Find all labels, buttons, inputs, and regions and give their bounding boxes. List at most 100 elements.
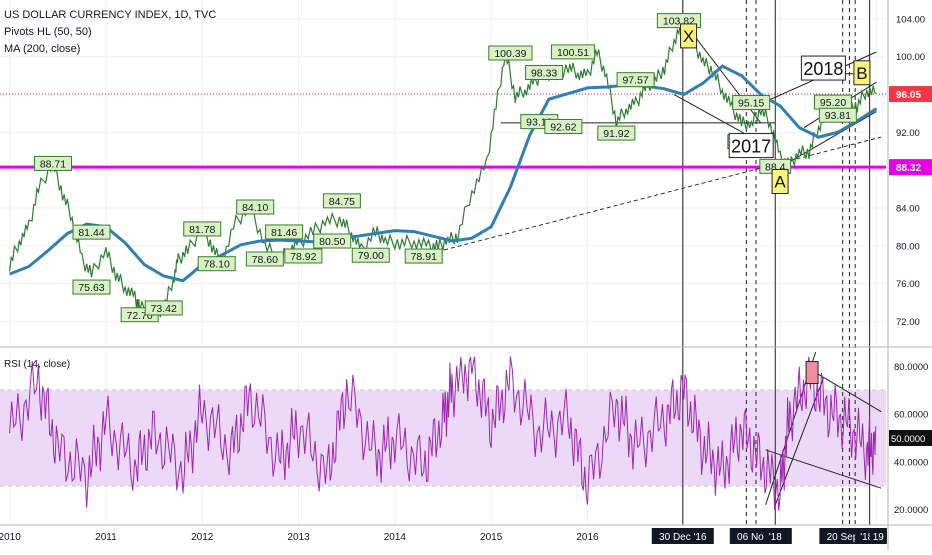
pivot-label-box (616, 72, 655, 88)
pivot-label: 88.71 (33, 155, 72, 171)
pivot-label-text: 97.57 (622, 75, 648, 87)
pivot-label-text: 80.50 (319, 236, 345, 248)
current-price-tag: 96.05 (889, 86, 932, 103)
date-axis-label-text: 19 (873, 532, 885, 543)
pivot-label: 81.46 (265, 224, 304, 240)
pivot-label-text: 88.71 (40, 158, 66, 170)
rsi-marker-box (805, 361, 819, 385)
time-tick-label: 2010 (0, 532, 21, 543)
pivot-label-box (550, 44, 596, 60)
pattern-label-text: X (683, 27, 694, 46)
pattern-label-a: A (771, 168, 789, 194)
pivot-label: 78.91 (404, 248, 443, 264)
date-axis-label-bg (763, 528, 787, 544)
pivot-label-text: 84.75 (329, 196, 355, 208)
pivot-label-box (197, 256, 236, 272)
year-box-2017: 2017 (728, 133, 774, 159)
pivot-label-box (284, 248, 323, 264)
pivot-label: 95.20 (814, 94, 853, 110)
date-axis-label: 19 (869, 528, 887, 544)
support-price-tag-text: 88.32 (896, 163, 921, 174)
price-tick-label: 72.00 (896, 317, 920, 328)
pivot-label: 98.33 (525, 64, 564, 80)
pivot-label-box (351, 247, 390, 263)
rsi-trendline (774, 378, 824, 506)
pivot-label-box (818, 107, 857, 123)
pivot-label-text: 81.44 (78, 227, 104, 239)
date-axis-label-text: '18 (769, 532, 782, 543)
time-tick-label: 2013 (287, 532, 310, 543)
support-price-tag-bg (889, 159, 932, 176)
pivot-label: 100.51 (550, 44, 596, 60)
year-box-rect (800, 55, 846, 81)
pivot-label-text: 79.00 (358, 250, 384, 262)
date-axis-label-bg (869, 528, 887, 544)
pivot-label: 97.57 (616, 72, 655, 88)
rsi-indicator-label[interactable]: RSI (14, close) (4, 359, 71, 370)
pivot-label-text: 81.46 (271, 227, 297, 239)
pivot-label-text: 95.20 (820, 97, 846, 109)
pivot-label-box (322, 193, 361, 209)
pivot-label-text: 78.91 (411, 251, 437, 263)
price-tick-label: 92.00 (896, 128, 920, 139)
time-tick-label: 2015 (480, 532, 503, 543)
pattern-label-text: A (774, 172, 786, 191)
pattern-label-box (680, 23, 698, 49)
current-price-tag-text: 96.05 (896, 90, 921, 101)
pivot-label-box (236, 199, 275, 215)
pivot-label: 78.92 (284, 248, 323, 264)
year-box-text: 2018 (803, 59, 843, 79)
pivot-label-text: 92.62 (550, 121, 576, 133)
pivot-label-box (144, 300, 183, 316)
date-axis-label-text: 06 Nov '17 (737, 532, 785, 543)
pivot-label: 91.92 (597, 125, 636, 141)
pattern-leg (673, 94, 757, 141)
pivot-label-text: 100.39 (494, 48, 526, 60)
rsi-tick-label: 20.0000 (894, 505, 928, 516)
pattern-label-x: X (680, 23, 698, 49)
current-price-tag-bg (889, 86, 932, 103)
ma-indicator-label[interactable]: MA (200, close) (4, 43, 81, 55)
pattern-label-text: B (856, 64, 867, 83)
pivot-label-text: 81.78 (189, 224, 215, 236)
date-axis-label: '18 (763, 528, 787, 544)
pattern-label-b: B (853, 60, 871, 86)
date-axis-label-text: 20 Sep '18 (827, 532, 875, 543)
pivot-label: 84.10 (236, 199, 275, 215)
year-box-2018: 2018 (800, 55, 846, 81)
pivot-label: 80.50 (313, 233, 352, 249)
pivot-label-text: 78.10 (204, 259, 230, 271)
date-axis-label-text: '18 (860, 532, 873, 543)
pivot-label: 78.10 (197, 256, 236, 272)
pivot-label-box (597, 125, 636, 141)
pivot-label-text: 93.81 (825, 110, 851, 122)
rsi-tick-label: 60.0000 (894, 410, 928, 421)
pattern-label-box (771, 168, 789, 194)
rsi-50-tag-text: 50.0000 (891, 434, 925, 445)
time-tick-label: 2016 (576, 532, 599, 543)
pivot-label: 100.39 (488, 45, 533, 61)
pivot-label-text: 73.42 (151, 303, 177, 315)
pivots-indicator-label[interactable]: Pivots HL (50, 50) (4, 26, 92, 38)
pivot-label-box (404, 248, 443, 264)
price-tick-label: 76.00 (896, 279, 920, 290)
pivot-label: 81.78 (183, 221, 222, 237)
labels-layer: 88.7181.4475.6372.7073.4281.7878.1084.10… (33, 13, 871, 385)
pivot-label-box (33, 155, 72, 171)
pivot-label-text: 78.92 (290, 251, 316, 263)
year-box-rect (728, 133, 774, 159)
pivot-label-text: 78.60 (252, 254, 278, 266)
pivot-label: 81.44 (72, 224, 111, 240)
pivot-label-box (544, 118, 583, 134)
pattern-label-box (853, 60, 871, 86)
time-tick-label: 2014 (384, 532, 407, 543)
pivot-label: 78.60 (245, 251, 284, 267)
date-axis-label: 30 Dec '16 (651, 528, 714, 544)
rsi-50-tag: 50.0000 (889, 430, 932, 446)
rsi-tick-label: 80.0000 (894, 362, 928, 373)
time-tick-label: 2011 (95, 532, 117, 543)
pivot-label-box (265, 224, 304, 240)
